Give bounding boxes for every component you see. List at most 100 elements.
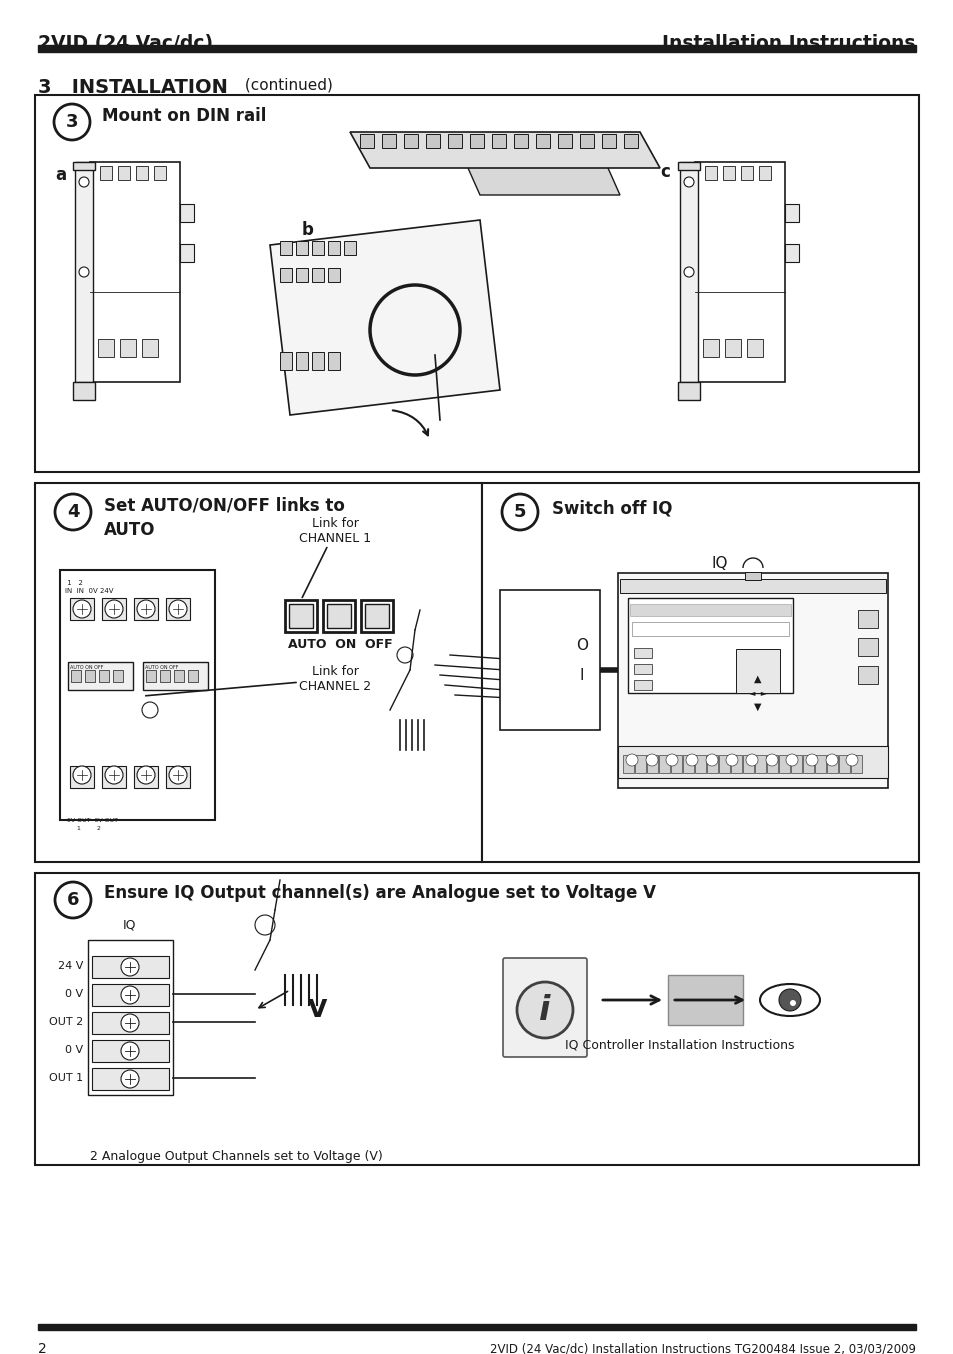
Circle shape — [785, 754, 797, 766]
Bar — [133, 598, 158, 620]
Bar — [312, 352, 324, 370]
Bar — [88, 940, 172, 1095]
Bar — [133, 766, 158, 788]
Bar — [719, 756, 729, 773]
Bar — [759, 167, 770, 180]
Text: (continued): (continued) — [240, 79, 333, 93]
Bar — [659, 756, 669, 773]
Bar — [91, 956, 169, 978]
Bar — [857, 638, 877, 655]
Text: a: a — [55, 167, 66, 184]
Bar — [312, 268, 324, 282]
Bar — [91, 1040, 169, 1062]
Bar — [706, 756, 718, 773]
Text: i: i — [538, 994, 550, 1026]
Bar — [280, 352, 292, 370]
Bar — [426, 134, 439, 148]
Text: 0 V: 0 V — [65, 1045, 83, 1055]
Text: O: O — [576, 638, 587, 653]
Text: 1        2: 1 2 — [65, 826, 101, 831]
Bar — [359, 134, 374, 148]
Circle shape — [137, 766, 154, 784]
Bar — [166, 766, 190, 788]
Bar — [481, 483, 918, 862]
Bar — [678, 162, 700, 171]
Text: AUTO  ON  OFF: AUTO ON OFF — [288, 638, 393, 651]
Bar — [766, 756, 778, 773]
Bar — [285, 600, 316, 632]
Bar — [90, 162, 180, 382]
Bar — [403, 134, 417, 148]
Bar — [730, 756, 741, 773]
Bar — [328, 268, 339, 282]
Circle shape — [683, 177, 693, 187]
Bar — [678, 382, 700, 399]
Circle shape — [625, 754, 638, 766]
Text: ▼: ▼ — [754, 701, 760, 712]
Bar — [118, 167, 130, 180]
Bar — [143, 662, 208, 691]
Bar — [514, 134, 527, 148]
Bar — [35, 873, 918, 1164]
Text: 3: 3 — [66, 112, 78, 131]
Bar — [634, 649, 651, 658]
Circle shape — [79, 267, 89, 278]
Text: IN  IN  0V 24V: IN IN 0V 24V — [65, 588, 113, 594]
Bar — [826, 756, 837, 773]
Circle shape — [765, 754, 778, 766]
Circle shape — [121, 986, 139, 1005]
Circle shape — [169, 600, 187, 617]
Circle shape — [73, 766, 91, 784]
Bar — [850, 756, 862, 773]
Bar — [295, 352, 308, 370]
Text: 3   INSTALLATION: 3 INSTALLATION — [38, 79, 228, 97]
Bar — [85, 670, 95, 682]
Bar — [312, 241, 324, 255]
Text: ▲: ▲ — [754, 674, 760, 684]
Bar — [622, 756, 634, 773]
Bar — [499, 590, 599, 730]
Bar — [618, 573, 887, 788]
Bar — [779, 756, 789, 773]
Bar — [695, 756, 705, 773]
Bar — [695, 162, 784, 382]
Circle shape — [825, 754, 837, 766]
Circle shape — [805, 754, 817, 766]
Text: TREND: TREND — [634, 611, 658, 616]
Text: V: V — [308, 998, 327, 1022]
Bar — [100, 167, 112, 180]
Text: ◄  ►: ◄ ► — [748, 688, 766, 697]
Bar — [73, 382, 95, 399]
Bar — [102, 766, 126, 788]
Bar — [344, 241, 355, 255]
Bar — [746, 338, 762, 357]
Bar — [70, 598, 94, 620]
Bar — [280, 241, 292, 255]
Circle shape — [121, 1043, 139, 1060]
Bar — [619, 580, 885, 593]
Circle shape — [517, 982, 573, 1039]
Bar — [102, 598, 126, 620]
Bar — [702, 338, 719, 357]
Text: 2: 2 — [38, 1342, 47, 1354]
Bar — [724, 338, 740, 357]
Bar — [618, 746, 887, 779]
Text: Switch off IQ: Switch off IQ — [552, 500, 672, 517]
Bar — [492, 134, 505, 148]
Text: OUT 2: OUT 2 — [49, 1017, 83, 1026]
Text: 5: 5 — [514, 502, 526, 521]
Bar — [295, 241, 308, 255]
Bar — [814, 756, 825, 773]
Bar — [153, 167, 166, 180]
Circle shape — [105, 766, 123, 784]
Circle shape — [121, 1070, 139, 1089]
Text: 2VID (24 Vac/dc): 2VID (24 Vac/dc) — [38, 34, 213, 53]
Bar — [91, 1011, 169, 1034]
Circle shape — [121, 1014, 139, 1032]
Bar — [704, 167, 717, 180]
Text: Installation Instructions: Installation Instructions — [661, 34, 915, 53]
Bar — [70, 766, 94, 788]
Bar — [180, 204, 193, 222]
Bar — [802, 756, 813, 773]
Bar — [667, 975, 742, 1025]
